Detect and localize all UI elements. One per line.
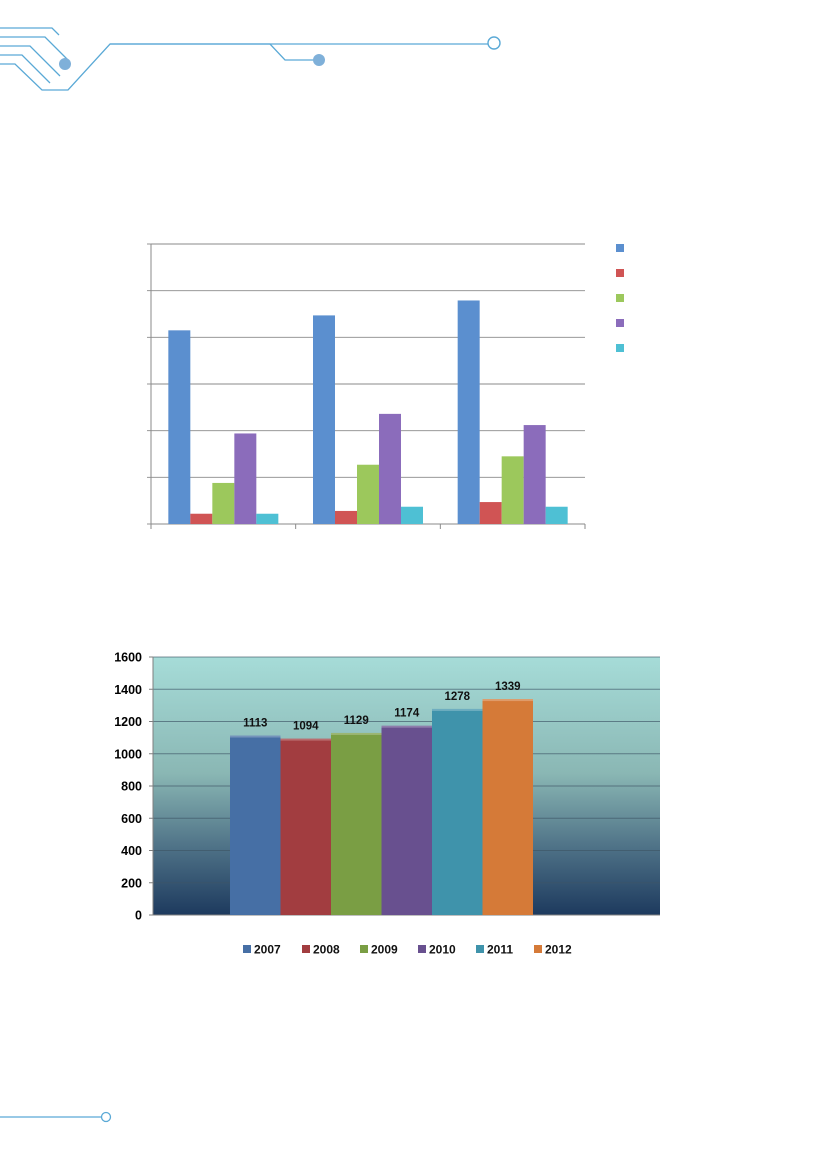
- chart-1-bar: [545, 506, 568, 524]
- chart-2-legend-label: 2011: [487, 943, 513, 957]
- chart-2-bar-highlight: [432, 708, 483, 711]
- chart-2-legend-swatch: [302, 945, 310, 953]
- footer-ring-node: [100, 1111, 112, 1123]
- chart-2-bar: [482, 699, 533, 915]
- chart-2-bar: [331, 732, 382, 915]
- chart-1-bar: [457, 300, 480, 524]
- circuit-dot-node: [59, 58, 71, 70]
- chart-1-legend: [616, 244, 624, 352]
- chart-2-data-label: 1174: [394, 708, 420, 720]
- chart-1-bar: [379, 413, 401, 524]
- chart-1-bar: [401, 506, 423, 524]
- circuit-trace: [0, 36, 69, 61]
- chart-2-data-label: 1113: [243, 718, 267, 730]
- chart-2-legend-label: 2008: [313, 943, 340, 957]
- chart-2-bar-highlight: [482, 699, 533, 702]
- chart-2-y-tick-label: 800: [121, 780, 142, 794]
- chart-2-y-tick-label: 400: [121, 844, 142, 858]
- chart-1-bar: [523, 425, 546, 524]
- circuit-dot-node: [313, 54, 325, 66]
- chart-2-data-labels: 1113 1094 1129 1174 1278 1339: [243, 681, 520, 733]
- chart-2-legend-label: 2010: [429, 943, 456, 957]
- circuit-trace: [0, 45, 61, 77]
- circuit-trace: [0, 27, 60, 36]
- chart-2-legend-swatch: [534, 945, 542, 953]
- chart-1-legend-swatch: [616, 319, 624, 327]
- chart-2-data-label: 1339: [495, 681, 521, 693]
- chart-1-bar: [234, 433, 257, 524]
- chart-2-legend-swatch: [243, 945, 251, 953]
- circuit-trace: [0, 54, 51, 84]
- chart-2-y-tick-label: 1400: [114, 683, 142, 697]
- chart-2-legend-label: 2009: [371, 943, 398, 957]
- chart-2-legend-label: 2007: [254, 943, 281, 957]
- header-circuit-decoration: [0, 27, 501, 91]
- chart-2-data-label: 1129: [344, 715, 369, 727]
- chart-2-legend: 2007 2008 2009 2010 2011 2012: [243, 943, 572, 957]
- chart-2-y-tick-label: 1200: [114, 715, 142, 729]
- chart-2-bar: [432, 708, 483, 915]
- chart-1-bar: [190, 513, 213, 524]
- chart-2-legend-label: 2012: [545, 943, 572, 957]
- chart-1-bar: [357, 464, 379, 524]
- chart-2-legend-swatch: [476, 945, 484, 953]
- chart-2-y-tick-label: 0: [135, 909, 142, 923]
- chart-2-bar-highlight: [381, 725, 432, 728]
- chart-2-bar: [230, 735, 281, 915]
- chart-1-legend-swatch: [616, 294, 624, 302]
- chart-1-legend-swatch: [616, 244, 624, 252]
- chart-1-bar: [313, 315, 335, 524]
- chart-1-bar: [335, 510, 357, 524]
- chart-1-legend-swatch: [616, 269, 624, 277]
- chart-2-y-tick-label: 200: [121, 876, 142, 890]
- chart-1-bar: [501, 456, 524, 524]
- circuit-ring-node: [487, 36, 501, 50]
- chart-2-legend-swatch: [360, 945, 368, 953]
- circuit-trace: [0, 43, 313, 91]
- chart-2-bar-highlight: [331, 732, 382, 735]
- chart-2-legend-swatch: [418, 945, 426, 953]
- chart-2-y-tick-label: 1600: [114, 651, 142, 665]
- footer-circuit-decoration: [0, 1111, 112, 1123]
- chart-1-grouped-bars: [147, 243, 624, 529]
- chart-1-bars: [168, 300, 568, 524]
- chart-2-y-tick-label: 600: [121, 812, 142, 826]
- chart-2-bar: [280, 738, 331, 915]
- chart-2-data-label: 1094: [293, 721, 319, 733]
- chart-1-legend-swatch: [616, 344, 624, 352]
- chart-2-data-label: 1278: [444, 691, 470, 703]
- chart-1-bar: [168, 330, 191, 524]
- chart-2-y-axis: 0 200 400 600 800 1000 1200 1400 1600: [114, 651, 660, 923]
- chart-1-bar: [256, 513, 279, 524]
- chart-2-y-tick-label: 1000: [114, 747, 142, 761]
- chart-1-bar: [212, 482, 235, 524]
- chart-1-bar: [479, 502, 502, 524]
- chart-2-bar-highlight: [280, 738, 331, 741]
- chart-2-bar: [381, 725, 432, 915]
- chart-2-bars: [230, 699, 533, 915]
- chart-2-bar-highlight: [230, 735, 281, 738]
